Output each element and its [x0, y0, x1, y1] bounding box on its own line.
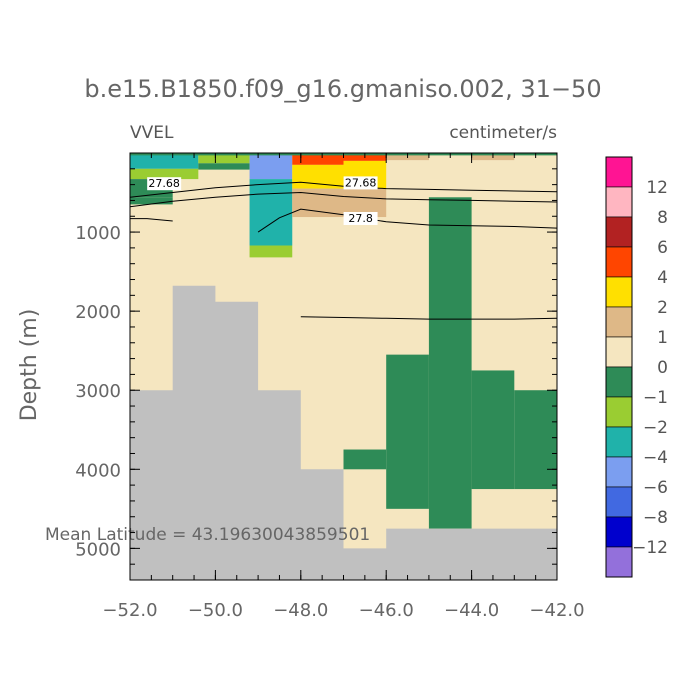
- data-cell-6: [249, 153, 293, 180]
- colorbar-label: 1: [657, 328, 668, 348]
- colorbar-label: −6: [643, 478, 668, 498]
- y-tick-label: 2000: [75, 302, 121, 323]
- contour-label-2: 27.8: [348, 212, 373, 225]
- y-tick-label: 1000: [75, 223, 121, 244]
- contour-line-1: [129, 191, 558, 208]
- data-cell-1: [130, 168, 199, 180]
- data-cell-9: [292, 153, 344, 165]
- colorbar-label: −4: [643, 448, 668, 468]
- colorbar-label: 8: [657, 208, 668, 228]
- colorbar-box-8: [605, 396, 633, 428]
- colorbar-label: −8: [643, 508, 668, 528]
- x-tick-label: −46.0: [359, 600, 414, 621]
- plot-contours: 27.68 27.68 27.8: [129, 176, 558, 320]
- colorbar-box-10: [605, 456, 633, 488]
- colorbar-label: 0: [657, 358, 668, 378]
- colorbar-legend: 12 8 6 4 2 1 0 −1 −2 −4 −6 −8 −12: [605, 156, 668, 578]
- colorbar-box-1: [605, 186, 633, 218]
- plot-land: [130, 285, 557, 580]
- colorbar-label: −12: [632, 538, 668, 558]
- x-tick-label: −42.0: [529, 600, 584, 621]
- y-axis-title: Depth (m): [17, 309, 42, 422]
- colorbar-label: 4: [657, 268, 668, 288]
- data-cell-8: [249, 245, 293, 258]
- colorbar-box-5: [605, 306, 633, 338]
- variable-label: VVEL: [130, 123, 174, 143]
- colorbar-box-12: [605, 516, 633, 548]
- x-tick-label: −52.0: [102, 600, 157, 621]
- data-cell-20: [471, 370, 515, 490]
- colorbar-box-2: [605, 216, 633, 248]
- data-cell-3: [130, 197, 173, 205]
- x-tick-label: −50.0: [188, 600, 243, 621]
- data-cell-4: [198, 153, 250, 164]
- colorbar-box-0: [605, 156, 633, 188]
- data-cell-19: [343, 449, 387, 470]
- y-tick-label: 4000: [75, 460, 121, 481]
- units-label: centimeter/s: [449, 123, 557, 143]
- mean-latitude-annotation: Mean Latitude = 43.19630043859501: [45, 525, 370, 545]
- plot-axes: −52.0 −50.0 −48.0 −46.0 −44.0 −42.0 1000 2000 30…: [75, 152, 585, 621]
- colorbar-label: 2: [657, 298, 668, 318]
- contour-label-0: 27.68: [148, 177, 180, 190]
- contour-line-2: [257, 208, 558, 233]
- land-mask: [130, 285, 557, 580]
- colorbar-box-6: [605, 336, 633, 368]
- contour-label-box-2: [343, 212, 378, 226]
- x-tick-label: −48.0: [273, 600, 328, 621]
- chart-title: b.e15.B1850.f09_g16.gmaniso.002, 31−50: [84, 75, 601, 103]
- data-cell-0: [130, 153, 199, 169]
- colorbar-box-11: [605, 486, 633, 518]
- colorbar-box-4: [605, 276, 633, 308]
- data-cell-18: [386, 354, 429, 509]
- y-tick-label: 5000: [75, 539, 121, 560]
- contour-label-box-1: [343, 176, 378, 190]
- y-tick-label: 3000: [75, 381, 121, 402]
- colorbar-label: −1: [643, 388, 668, 408]
- contour-line-4: [300, 316, 558, 320]
- colorbar-box-7: [605, 366, 633, 398]
- contour-label-box-0: [147, 177, 182, 191]
- x-tick-label: −44.0: [444, 600, 499, 621]
- contour-line-0: [129, 181, 558, 198]
- colorbar-box-13: [605, 546, 633, 578]
- colorbar-frame: [605, 156, 633, 578]
- colorbar-label: −2: [643, 418, 668, 438]
- contour-line-3: [130, 218, 173, 222]
- data-cell-7: [249, 179, 293, 246]
- colorbar-label: 12: [646, 178, 668, 198]
- data-cell-17: [428, 197, 472, 529]
- colorbar-box-3: [605, 246, 633, 278]
- data-cell-21: [514, 390, 557, 490]
- colorbar-box-9: [605, 426, 633, 458]
- data-cell-5: [198, 163, 250, 170]
- contour-label-1: 27.68: [345, 176, 377, 189]
- colorbar-label: 6: [657, 238, 668, 258]
